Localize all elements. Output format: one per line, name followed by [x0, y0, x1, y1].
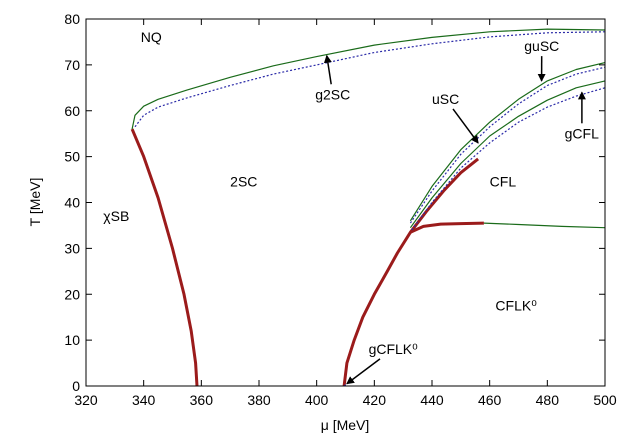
phase-boundary-first-order-2: [409, 221, 484, 234]
x-tick-label: 320: [74, 392, 98, 408]
arrow-gcflk: [346, 358, 381, 385]
x-tick-label: 480: [536, 392, 560, 408]
annotations: NQ 2SC χSB CFL CFLK⁰ g2SC uSC guSC gCFL gCFLK⁰: [103, 29, 599, 385]
phase-boundary-dotted-10: [343, 380, 351, 387]
phase-boundary-second-order-8: [409, 80, 606, 229]
x-tick-label: 440: [420, 392, 444, 408]
plot-area-frame: [85, 18, 606, 387]
phase-boundary-curves: [130, 28, 606, 387]
phase-boundary-dotted-9: [411, 87, 606, 231]
x-axis-label: μ [MeV]: [321, 417, 370, 433]
axis-ticks: 320 340 360 380 400 420 440 460 480 500 0 10 20 30 40 5…: [64, 11, 616, 408]
y-tick-label: 50: [64, 149, 80, 165]
line-label-gcflk: gCFLK⁰: [369, 341, 419, 357]
x-tick-label: 340: [132, 392, 156, 408]
line-label-usc: uSC: [432, 91, 459, 107]
y-axis-label: T [MeV]: [27, 178, 43, 227]
region-label-cflk: CFLK⁰: [495, 297, 537, 313]
phase-boundary-second-order-6: [409, 62, 606, 222]
x-tick-label: 380: [247, 392, 271, 408]
y-tick-label: 10: [64, 332, 80, 348]
y-tick-label: 20: [64, 286, 80, 302]
phase-boundary-first-order-1: [342, 157, 480, 387]
x-tick-label: 360: [190, 392, 214, 408]
region-label-cfl: CFL: [490, 173, 517, 189]
y-tick-label: 0: [72, 378, 80, 394]
region-label-2sc: 2SC: [230, 173, 257, 189]
phase-boundary-first-order-0: [130, 128, 199, 387]
y-tick-label: 40: [64, 195, 80, 211]
line-label-gusc: guSC: [524, 38, 559, 54]
x-tick-label: 500: [593, 392, 617, 408]
arrow-usc: [452, 108, 479, 144]
y-tick-label: 70: [64, 57, 80, 73]
x-tick-label: 400: [305, 392, 329, 408]
y-tick-label: 30: [64, 240, 80, 256]
region-label-sb: χSB: [103, 208, 129, 224]
region-label-nq: NQ: [141, 29, 162, 45]
phase-boundary-second-order-3: [483, 222, 606, 229]
y-tick-label: 60: [64, 103, 80, 119]
phase-boundary-second-order-4: [131, 28, 606, 130]
line-label-gcfl: gCFL: [565, 125, 599, 141]
phase-boundary-dotted-5: [134, 31, 606, 128]
line-label-g2sc: g2SC: [315, 86, 350, 102]
x-tick-label: 420: [363, 392, 387, 408]
y-tick-label: 80: [64, 11, 80, 27]
x-tick-label: 460: [478, 392, 502, 408]
arrow-g2sc: [323, 54, 332, 85]
